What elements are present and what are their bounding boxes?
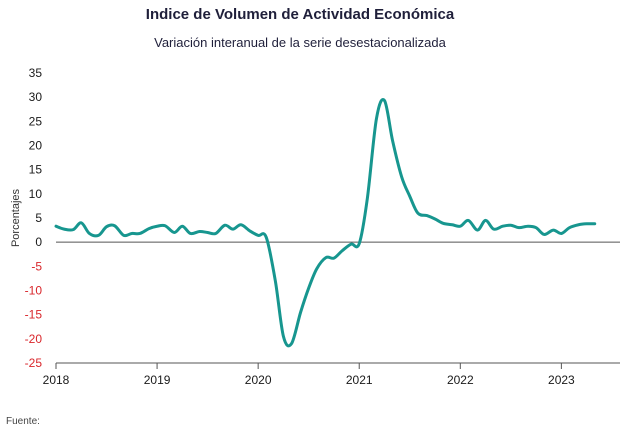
series-line [54, 98, 597, 348]
chart-title: Indice de Volumen de Actividad Económica [145, 6, 455, 23]
y-tick-label: 35 [29, 66, 43, 80]
y-tick-label: -10 [25, 284, 43, 298]
y-tick-label: 10 [29, 187, 43, 201]
y-tick-label: 25 [29, 114, 43, 128]
y-tick-label: 5 [35, 211, 42, 225]
y-tick-labels: 35 30 25 20 15 10 5 0 -5 -10 -15 -20 -25 [25, 66, 43, 370]
x-tick-label: 2020 [245, 373, 272, 387]
y-tick-label: 30 [29, 90, 43, 104]
footnote: Fuente: [6, 416, 40, 427]
y-tick-label: 20 [29, 139, 43, 153]
x-tick-label: 2018 [43, 373, 70, 387]
y-tick-label: 15 [29, 163, 43, 177]
x-tick-label: 2019 [144, 373, 171, 387]
y-tick-label: 0 [35, 235, 42, 249]
x-axis: 2018 2019 2020 2021 2022 2023 [43, 362, 620, 387]
chart-subtitle: Variación interanual de la serie desesta… [154, 35, 446, 50]
y-tick-label: -5 [31, 259, 42, 273]
x-tick-label: 2023 [548, 373, 575, 387]
x-tick-label: 2022 [447, 373, 474, 387]
series-lines [54, 98, 597, 348]
y-tick-label: -15 [25, 308, 43, 322]
y-tick-label: -20 [25, 332, 43, 346]
y-tick-label: -25 [25, 356, 43, 370]
x-tick-label: 2021 [346, 373, 373, 387]
